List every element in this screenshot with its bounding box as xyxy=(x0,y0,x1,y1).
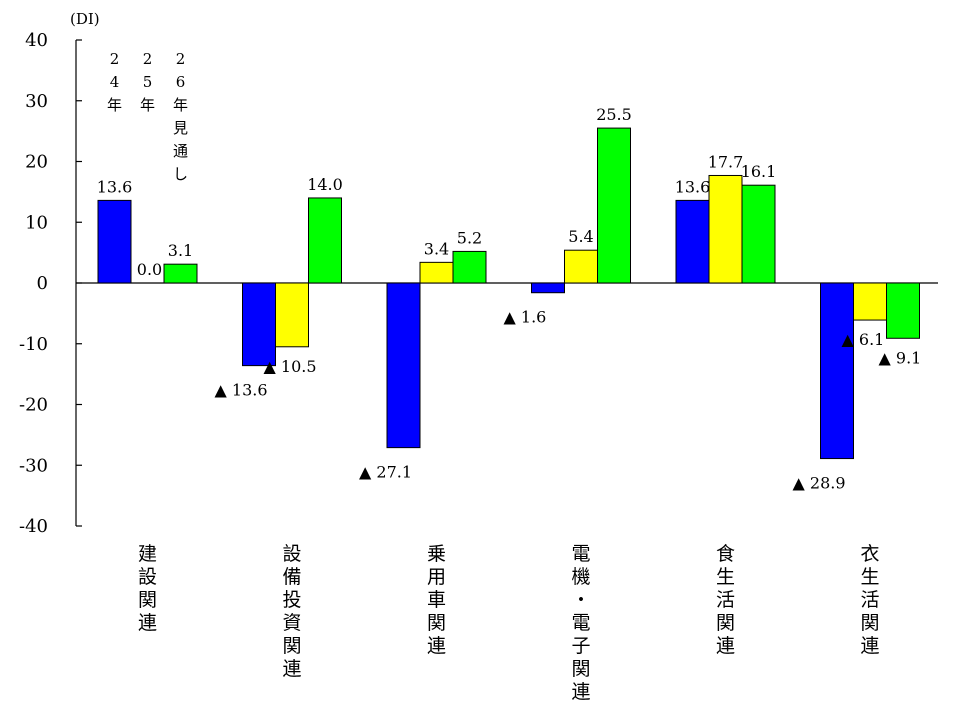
legend-entry-2-char-4: 通 xyxy=(173,142,188,160)
data-label-5-1: ▲ 6.1 xyxy=(842,330,885,349)
data-label-0-2: 3.1 xyxy=(168,241,193,260)
data-label-0-1: 0.0 xyxy=(137,260,162,279)
y-tick-label-1: 30 xyxy=(25,91,48,112)
legend-entry-0-char-0: 2 xyxy=(110,50,120,68)
category-label-4-char-2: 活 xyxy=(716,589,735,611)
data-label-0-0: 13.6 xyxy=(97,177,133,196)
legend-entry-1-char-0: 2 xyxy=(143,50,153,68)
bar-5-2 xyxy=(887,283,920,338)
category-label-1-char-0: 設 xyxy=(282,543,301,565)
bar-1-1 xyxy=(276,283,309,347)
category-label-2-char-3: 関 xyxy=(427,612,446,634)
data-label-5-2: ▲ 9.1 xyxy=(879,348,922,367)
data-label-4-1: 17.7 xyxy=(708,152,744,171)
category-label-1-char-4: 関 xyxy=(282,635,301,657)
category-label-5-char-4: 連 xyxy=(860,635,879,657)
data-label-4-0: 13.6 xyxy=(675,177,711,196)
y-tick-label-2: 20 xyxy=(25,152,48,173)
legend-entry-1-char-2: 年 xyxy=(140,96,155,114)
bar-5-0 xyxy=(821,283,854,459)
bar-5-1 xyxy=(854,283,887,320)
category-label-5-char-3: 関 xyxy=(860,612,879,634)
category-label-2-char-4: 連 xyxy=(427,635,446,657)
category-label-2-char-1: 用 xyxy=(427,566,446,588)
y-tick-label-7: -30 xyxy=(19,455,48,476)
bar-4-0 xyxy=(676,200,709,283)
y-tick-label-6: -20 xyxy=(19,395,48,416)
bar-3-2 xyxy=(598,128,631,283)
y-tick-label-5: -10 xyxy=(19,334,48,355)
category-label-2-char-2: 車 xyxy=(427,589,446,611)
category-label-3-char-2: ・ xyxy=(571,589,590,611)
data-label-5-0: ▲ 28.9 xyxy=(793,474,846,493)
category-label-3-char-3: 電 xyxy=(571,612,590,634)
bar-1-2 xyxy=(309,198,342,283)
data-label-1-0: ▲ 13.6 xyxy=(215,381,268,400)
category-label-3-char-4: 子 xyxy=(571,635,590,657)
category-label-0-char-2: 関 xyxy=(138,589,157,611)
y-tick-label-4: 0 xyxy=(37,273,48,294)
bar-2-0 xyxy=(387,283,420,448)
category-label-3-char-1: 機 xyxy=(571,566,590,588)
legend-entry-0-char-2: 年 xyxy=(107,96,122,114)
data-label-4-2: 16.1 xyxy=(741,162,777,181)
category-label-4-char-1: 生 xyxy=(716,566,735,588)
category-label-5-char-0: 衣 xyxy=(860,543,879,565)
category-label-0-char-0: 建 xyxy=(138,543,157,565)
category-label-4-char-0: 食 xyxy=(716,543,735,565)
category-label-1-char-1: 備 xyxy=(282,566,301,588)
data-label-3-0: ▲ 1.6 xyxy=(504,308,547,327)
category-label-1-char-2: 投 xyxy=(282,589,301,611)
legend-entry-1-char-1: 5 xyxy=(143,73,153,91)
category-label-1-char-5: 連 xyxy=(282,658,301,680)
bar-2-2 xyxy=(453,251,486,283)
category-label-3-char-5: 関 xyxy=(571,658,590,680)
category-label-2-char-0: 乗 xyxy=(427,543,446,565)
bar-0-0 xyxy=(98,200,131,283)
legend-entry-2-char-1: 6 xyxy=(176,73,186,91)
data-label-2-2: 5.2 xyxy=(457,228,482,247)
category-label-0-char-1: 設 xyxy=(138,566,157,588)
data-label-1-2: 14.0 xyxy=(307,175,343,194)
data-label-2-1: 3.4 xyxy=(424,239,449,258)
bar-3-1 xyxy=(565,250,598,283)
legend-entry-2-char-3: 見 xyxy=(173,119,188,137)
category-label-3-char-0: 電 xyxy=(571,543,590,565)
data-label-2-0: ▲ 27.1 xyxy=(359,463,412,482)
data-label-3-1: 5.4 xyxy=(568,227,593,246)
legend-entry-2-char-2: 年 xyxy=(173,96,188,114)
category-label-5-char-2: 活 xyxy=(860,589,879,611)
bar-1-0 xyxy=(243,283,276,366)
legend-entry-0-char-1: 4 xyxy=(110,73,120,91)
y-tick-label-3: 10 xyxy=(25,212,48,233)
bar-4-2 xyxy=(742,185,775,283)
category-label-4-char-4: 連 xyxy=(716,635,735,657)
category-label-4-char-3: 関 xyxy=(716,612,735,634)
legend-entry-2-char-5: し xyxy=(173,165,188,183)
data-label-1-1: ▲ 10.5 xyxy=(264,357,317,376)
bar-0-2 xyxy=(164,264,197,283)
data-label-3-2: 25.5 xyxy=(596,105,632,124)
category-label-5-char-1: 生 xyxy=(860,566,879,588)
category-label-0-char-3: 連 xyxy=(138,612,157,634)
category-label-1-char-3: 資 xyxy=(282,612,301,634)
legend-entry-2-char-0: 2 xyxy=(176,50,186,68)
y-axis-unit-label: (DI) xyxy=(70,10,100,28)
y-tick-label-8: -40 xyxy=(19,516,48,537)
bar-3-0 xyxy=(532,283,565,293)
y-tick-label-0: 40 xyxy=(25,30,48,51)
category-label-3-char-6: 連 xyxy=(571,681,590,702)
bar-2-1 xyxy=(420,262,453,283)
bar-4-1 xyxy=(709,175,742,283)
